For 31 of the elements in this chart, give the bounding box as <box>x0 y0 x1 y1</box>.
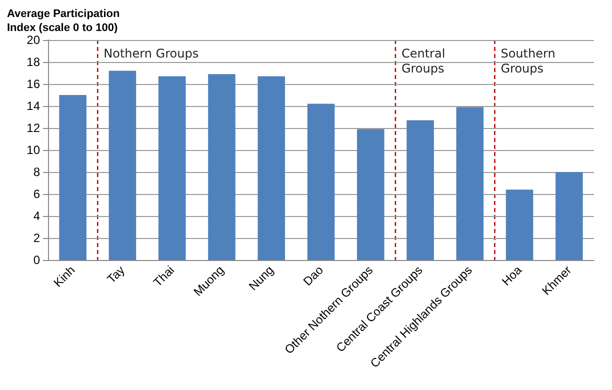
y-tick-label: 14 <box>26 99 40 113</box>
annotation: Nothern Groups <box>104 46 199 60</box>
bar <box>307 104 335 260</box>
bar <box>356 129 384 260</box>
y-tick-label: 20 <box>26 33 40 47</box>
y-tick-label: 4 <box>33 209 40 223</box>
annotation: Central Groups <box>401 46 449 76</box>
x-tick-label: Hoa <box>499 262 525 289</box>
bar <box>456 107 484 260</box>
x-tick-label: Thai <box>150 263 178 290</box>
y-tick-label: 0 <box>33 253 40 267</box>
x-tick-label: Dao <box>300 262 326 289</box>
bar <box>556 172 583 260</box>
y-tick-label: 16 <box>26 77 40 91</box>
y-tick-label: 12 <box>26 121 40 135</box>
bar <box>59 95 86 260</box>
chart-title: Average Participation Index (scale 0 to 100) <box>7 8 123 34</box>
y-tick-label: 18 <box>26 55 40 69</box>
bar <box>108 70 136 260</box>
x-tick-label: Kinh <box>50 263 78 290</box>
y-tick-label: 10 <box>26 143 40 157</box>
bar <box>258 76 286 260</box>
bar <box>506 190 534 260</box>
x-tick-label: Tay <box>104 263 128 286</box>
bar <box>208 74 236 260</box>
y-tick-label: 2 <box>33 231 40 245</box>
bar <box>406 120 434 260</box>
y-tick-label: 8 <box>33 165 40 179</box>
annotation: Southern Groups <box>500 46 560 76</box>
bar <box>158 76 186 260</box>
y-tick-label: 6 <box>33 187 40 201</box>
